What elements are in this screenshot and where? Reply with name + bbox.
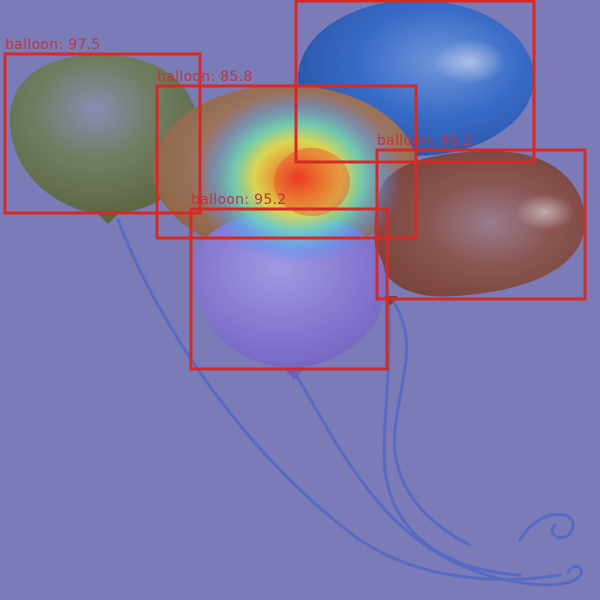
detection-boxes <box>3 0 587 371</box>
bbox-balloon-4 <box>375 148 587 301</box>
bbox-balloon-5 <box>189 207 389 371</box>
bbox-balloon-3 <box>294 0 536 164</box>
balloon-strings <box>116 218 583 587</box>
detection-label: balloon: 85.8 <box>157 69 253 85</box>
attention-heatmap <box>193 90 403 266</box>
detection-label: balloon: 96.2 <box>377 133 473 149</box>
bbox-balloon-1 <box>3 52 202 215</box>
detection-label: balloon: 97.5 <box>5 37 101 53</box>
balloon-red <box>374 151 585 306</box>
balloon-green <box>10 54 199 224</box>
detection-label: balloon: 95.2 <box>191 192 287 208</box>
detection-labels: balloon: 97.5 balloon: 85.8 balloon: 96.… <box>5 37 473 208</box>
